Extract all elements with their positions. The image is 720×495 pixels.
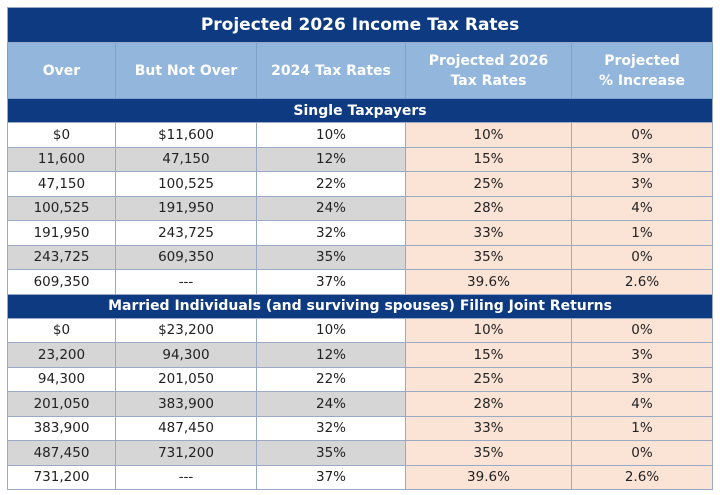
table-cell: 15% [405, 342, 572, 368]
table-cell: 383,900 [7, 415, 116, 441]
table-cell: 33% [405, 220, 572, 246]
table-cell: 10% [405, 317, 572, 343]
table-cell: 3% [570, 171, 714, 197]
table-cell: 2.6% [570, 269, 714, 295]
table-cell: 0% [570, 244, 714, 270]
table-row: 23,200 94,300 12% 15% 3% [7, 342, 714, 368]
table-cell: 28% [405, 391, 572, 417]
table-cell: 487,450 [115, 415, 257, 441]
table-row: 11,600 47,150 12% 15% 3% [7, 146, 714, 172]
table-cell: $0 [7, 122, 116, 148]
table-row: 487,450 731,200 35% 35% 0% [7, 440, 714, 466]
table-cell: 609,350 [7, 269, 116, 295]
table-cell: 32% [256, 220, 406, 246]
table-cell: 3% [570, 342, 714, 368]
table-cell: 22% [256, 366, 406, 392]
table-cell: --- [115, 269, 257, 295]
table-cell: 731,200 [115, 440, 257, 466]
table-cell: 487,450 [7, 440, 116, 466]
table-cell: 32% [256, 415, 406, 441]
table-cell: 28% [405, 195, 572, 221]
section-header: Single Taxpayers [6, 98, 714, 123]
table-cell: 191,950 [115, 195, 257, 221]
header-projected-2026-rates: Projected 2026 Tax Rates [405, 42, 572, 99]
table-row: $0 $11,600 10% 10% 0% [7, 122, 714, 148]
table-cell: 39.6% [405, 269, 572, 295]
table-cell: $23,200 [115, 317, 257, 343]
table-cell: 1% [570, 220, 714, 246]
table-cell: 35% [256, 440, 406, 466]
table-cell: 100,525 [7, 195, 116, 221]
table-cell: 24% [256, 195, 406, 221]
table-cell: 191,950 [7, 220, 116, 246]
table-row: 731,200 --- 37% 39.6% 2.6% [7, 464, 714, 490]
table-row: 201,050 383,900 24% 28% 4% [7, 391, 714, 417]
table-cell: 0% [570, 440, 714, 466]
table-row: 243,725 609,350 35% 35% 0% [7, 244, 714, 270]
table-cell: 10% [405, 122, 572, 148]
table-cell: 23,200 [7, 342, 116, 368]
table-cell: --- [115, 464, 257, 490]
table-cell: 3% [570, 146, 714, 172]
table-cell: 731,200 [7, 464, 116, 490]
header-2024-rates: 2024 Tax Rates [256, 42, 406, 99]
header-projected-increase: Projected % Increase [570, 42, 714, 99]
table-cell: 15% [405, 146, 572, 172]
table-cell: 383,900 [115, 391, 257, 417]
table-cell: 11,600 [7, 146, 116, 172]
table-cell: 47,150 [7, 171, 116, 197]
table-row: 94,300 201,050 22% 25% 3% [7, 366, 714, 392]
table-row: 609,350 --- 37% 39.6% 2.6% [7, 269, 714, 295]
table-cell: 2.6% [570, 464, 714, 490]
table-cell: 94,300 [7, 366, 116, 392]
table-cell: 37% [256, 269, 406, 295]
table-cell: 37% [256, 464, 406, 490]
table-row: $0 $23,200 10% 10% 0% [7, 317, 714, 343]
table-cell: 47,150 [115, 146, 257, 172]
tax-rates-table: Projected 2026 Income Tax Rates Over But … [6, 7, 714, 490]
table-cell: 0% [570, 122, 714, 148]
table-cell: 24% [256, 391, 406, 417]
table-cell: 3% [570, 366, 714, 392]
table-cell: 35% [256, 244, 406, 270]
table-cell: 243,725 [115, 220, 257, 246]
header-over: Over [7, 42, 116, 99]
table-row: 383,900 487,450 32% 33% 1% [7, 415, 714, 441]
table-cell: 100,525 [115, 171, 257, 197]
table-cell: 4% [570, 195, 714, 221]
table-cell: 1% [570, 415, 714, 441]
table-cell: 4% [570, 391, 714, 417]
table-cell: 22% [256, 171, 406, 197]
table-cell: 12% [256, 342, 406, 368]
table-cell: 609,350 [115, 244, 257, 270]
table-cell: 10% [256, 317, 406, 343]
table-cell: 201,050 [115, 366, 257, 392]
table-cell: 0% [570, 317, 714, 343]
table-cell: $11,600 [115, 122, 257, 148]
table-row: 100,525 191,950 24% 28% 4% [7, 195, 714, 221]
table-row: 191,950 243,725 32% 33% 1% [7, 220, 714, 246]
table-cell: 10% [256, 122, 406, 148]
section-header: Married Individuals (and surviving spous… [6, 293, 714, 319]
header-but-not-over: But Not Over [115, 42, 257, 99]
table-cell: 243,725 [7, 244, 116, 270]
table-cell: 25% [405, 366, 572, 392]
table-cell: 39.6% [405, 464, 572, 490]
table-cell: 12% [256, 146, 406, 172]
table-cell: 35% [405, 440, 572, 466]
table-row: 47,150 100,525 22% 25% 3% [7, 171, 714, 197]
table-cell: 94,300 [115, 342, 257, 368]
table-cell: $0 [7, 317, 116, 343]
table-cell: 35% [405, 244, 572, 270]
table-title: Projected 2026 Income Tax Rates [6, 7, 714, 43]
table-cell: 33% [405, 415, 572, 441]
table-cell: 201,050 [7, 391, 116, 417]
table-cell: 25% [405, 171, 572, 197]
